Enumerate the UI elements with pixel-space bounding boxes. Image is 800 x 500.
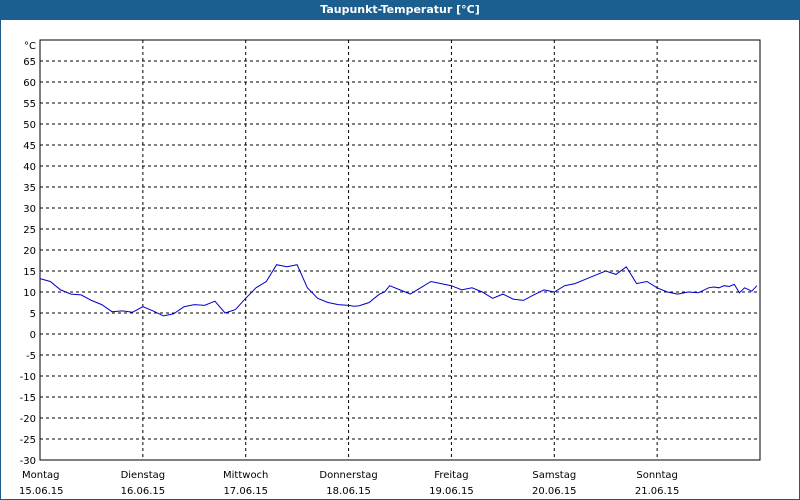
y-tick-label: 35 [23, 183, 36, 194]
y-tick-label: 30 [23, 204, 36, 215]
y-tick-label: 0 [30, 330, 36, 341]
y-tick-label: 10 [23, 288, 36, 299]
y-tick-label: 60 [23, 78, 36, 89]
series-line-dewpoint [39, 264, 758, 317]
y-tick-label: 50 [23, 120, 36, 131]
series-group [39, 264, 758, 317]
y-tick-label: -10 [20, 372, 36, 383]
x-tick-date: 17.06.15 [223, 486, 268, 497]
y-tick-label: 15 [23, 267, 36, 278]
y-tick-label: 55 [23, 99, 36, 110]
x-tick-date: 18.06.15 [326, 486, 371, 497]
x-tick-date: 16.06.15 [121, 486, 166, 497]
x-tick-day: Montag [22, 470, 59, 481]
x-tick-date: 15.06.15 [19, 486, 64, 497]
y-tick-label: 20 [23, 246, 36, 257]
y-tick-label: 5 [30, 309, 36, 320]
x-tick-date: 19.06.15 [429, 486, 474, 497]
y-tick-label: -20 [20, 414, 36, 425]
x-tick-day: Freitag [434, 470, 468, 481]
y-tick-label: 40 [23, 162, 36, 173]
y-tick-label: 65 [23, 57, 36, 68]
x-tick-day: Donnerstag [319, 470, 377, 481]
y-axis-unit: °C [24, 41, 36, 52]
grid [40, 40, 760, 460]
y-tick-label: -5 [26, 351, 36, 362]
y-tick-label: 45 [23, 141, 36, 152]
y-tick-label: -30 [20, 456, 36, 467]
y-tick-labels: 65605550454035302520151050-5-10-15-20-25… [20, 57, 36, 467]
y-tick-label: -15 [20, 393, 36, 404]
x-tick-labels: Montag 15.06.15 Dienstag 16.06.15 Mittwoch 17… [19, 470, 679, 497]
x-tick-day: Sonntag [636, 470, 678, 481]
chart-title: Taupunkt-Temperatur [°C] [0, 0, 800, 20]
x-tick-day: Samstag [532, 470, 576, 481]
x-tick-day: Dienstag [121, 470, 166, 481]
y-tick-label: 25 [23, 225, 36, 236]
y-tick-label: -25 [20, 435, 36, 446]
x-tick-date: 21.06.15 [635, 486, 680, 497]
x-tick-day: Mittwoch [223, 470, 268, 481]
x-tick-date: 20.06.15 [532, 486, 577, 497]
